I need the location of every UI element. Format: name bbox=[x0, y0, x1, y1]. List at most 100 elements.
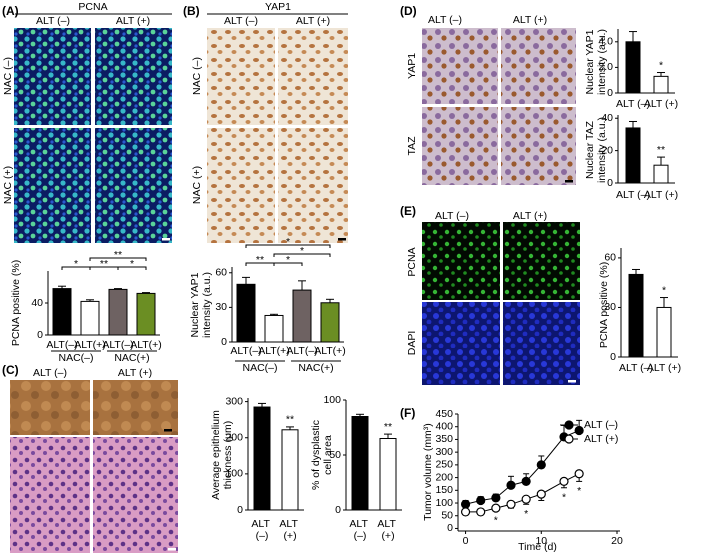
micrograph bbox=[10, 437, 90, 553]
y-tick-label: 0 bbox=[607, 87, 613, 99]
bar bbox=[320, 302, 340, 343]
y-tick-label: 200 bbox=[435, 471, 453, 483]
micrograph bbox=[422, 107, 498, 185]
x-tick-label: ALT(+) bbox=[74, 339, 106, 351]
panel-label: (C) bbox=[2, 363, 19, 377]
significance-label: ** bbox=[657, 144, 665, 156]
x-tick-label-line: ALT bbox=[251, 518, 272, 530]
significance-label: ** bbox=[256, 254, 264, 266]
row-label: YAP1 bbox=[406, 53, 418, 79]
bar bbox=[628, 273, 644, 358]
group-label: NAC(+) bbox=[114, 352, 149, 364]
y-tick-label: 40 bbox=[31, 297, 43, 309]
point bbox=[460, 507, 471, 517]
significance-bracket bbox=[273, 253, 331, 257]
y-axis-label: Tumor volume (mm³) bbox=[422, 423, 434, 521]
significance-label: * bbox=[286, 236, 290, 248]
x-tick-label: ALT (+) bbox=[644, 189, 678, 201]
scale-bar bbox=[568, 380, 576, 383]
significance-bracket bbox=[117, 266, 147, 270]
y-tick-label: 0 bbox=[610, 351, 616, 363]
y-tick-label: 100 bbox=[323, 394, 341, 406]
point bbox=[460, 499, 471, 509]
column-label: ALT (–) bbox=[435, 210, 469, 222]
point bbox=[476, 507, 486, 517]
y-axis-label: % of dysplastic bbox=[310, 420, 322, 490]
y-tick-label: 0 bbox=[37, 329, 43, 341]
micrograph bbox=[422, 28, 498, 104]
x-tick-label-line: (–) bbox=[256, 530, 269, 542]
x-tick-label: ALT(–) bbox=[286, 345, 317, 357]
x-tick-label: ALT (+) bbox=[644, 98, 678, 110]
column-label: ALT (–) bbox=[224, 15, 258, 27]
y-tick-label: 4.0 bbox=[598, 36, 613, 48]
y-axis-label: cell area bbox=[322, 435, 334, 475]
column-label: ALT (+) bbox=[513, 210, 547, 222]
bar bbox=[253, 406, 271, 511]
y-tick-label: 400 bbox=[435, 420, 453, 432]
y-axis-label: intensity (a.u.) bbox=[596, 29, 608, 95]
bar bbox=[236, 283, 256, 343]
micrograph bbox=[207, 128, 275, 243]
point bbox=[536, 460, 546, 470]
x-axis-label: Time (d) bbox=[518, 541, 557, 553]
significance-label: ** bbox=[384, 421, 392, 433]
column-label: ALT (–) bbox=[36, 15, 70, 27]
point bbox=[521, 476, 531, 487]
significance-label: * bbox=[662, 284, 666, 296]
y-tick-label: 0 bbox=[447, 522, 453, 534]
y-tick-label: 2.0 bbox=[598, 61, 613, 73]
row-label: PCNA bbox=[406, 247, 418, 276]
y-tick-label: 0 bbox=[237, 504, 243, 516]
micrograph bbox=[93, 380, 178, 435]
micrograph bbox=[503, 222, 580, 300]
point bbox=[574, 469, 584, 479]
x-tick-label: ALT (+) bbox=[377, 518, 398, 542]
group-label: NAC(–) bbox=[242, 362, 277, 374]
significance-label: ** bbox=[286, 414, 294, 426]
bar bbox=[52, 288, 72, 336]
x-tick-label: ALT (–) bbox=[251, 518, 272, 542]
point bbox=[506, 480, 516, 490]
point bbox=[536, 489, 546, 499]
micrograph bbox=[278, 28, 348, 125]
scale-bar bbox=[162, 238, 170, 241]
x-tick-label: 10 bbox=[535, 535, 547, 547]
micrograph bbox=[207, 28, 275, 125]
y-axis-label: Nuclear YAP1 bbox=[189, 272, 201, 337]
row-label: TAZ bbox=[406, 136, 418, 156]
significance-label: * bbox=[562, 492, 566, 504]
micrograph bbox=[503, 302, 580, 385]
y-axis-label: thickness (μm) bbox=[222, 421, 234, 489]
y-tick-label: 350 bbox=[435, 433, 453, 445]
y-tick-label: 0 bbox=[221, 336, 227, 348]
significance-label: ** bbox=[114, 249, 122, 261]
micrograph bbox=[501, 107, 576, 185]
x-tick-label-line: ALT bbox=[377, 518, 398, 530]
y-tick-label: 300 bbox=[435, 446, 453, 458]
bar bbox=[625, 127, 641, 184]
micrograph bbox=[278, 128, 348, 243]
x-tick-label: ALT (+) bbox=[279, 518, 300, 542]
x-tick-label-line: ALT bbox=[279, 518, 300, 530]
bar bbox=[80, 300, 100, 336]
x-tick-label: ALT (–) bbox=[616, 98, 650, 110]
scale-bar bbox=[168, 548, 176, 551]
y-tick-label: 100 bbox=[225, 468, 243, 480]
legend-marker bbox=[564, 434, 574, 444]
y-tick-label: 150 bbox=[435, 484, 453, 496]
y-axis-label: intensity (a.u.) bbox=[596, 117, 608, 183]
point bbox=[574, 425, 584, 436]
significance-label: * bbox=[524, 508, 528, 520]
scale-bar bbox=[565, 180, 573, 183]
y-tick-label: 20 bbox=[601, 144, 613, 156]
y-tick-label: 30 bbox=[604, 301, 616, 313]
x-tick-label: ALT(+) bbox=[130, 339, 162, 351]
y-tick-label: 60 bbox=[604, 252, 616, 264]
y-axis-label: Nuclear TAZ bbox=[584, 120, 596, 179]
legend-marker bbox=[564, 420, 574, 430]
y-axis-label: Average epithelium bbox=[210, 410, 222, 500]
y-tick-label: 300 bbox=[225, 395, 243, 407]
